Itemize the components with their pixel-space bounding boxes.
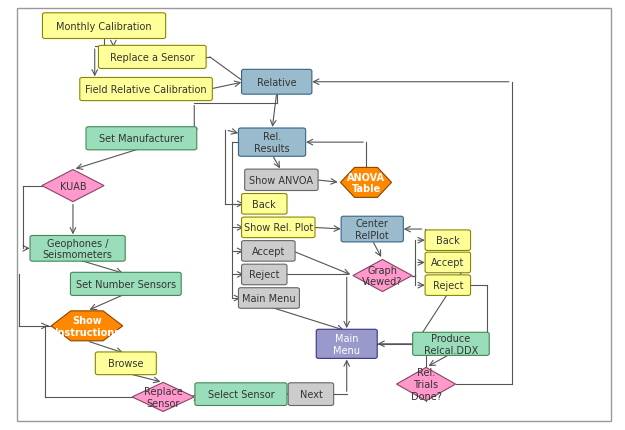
Text: ANOVA
Table: ANOVA Table xyxy=(347,172,385,194)
Text: Back: Back xyxy=(253,200,276,209)
FancyBboxPatch shape xyxy=(425,230,471,251)
Polygon shape xyxy=(396,368,456,401)
Text: Set Number Sensors: Set Number Sensors xyxy=(76,279,176,289)
FancyBboxPatch shape xyxy=(96,352,156,375)
FancyBboxPatch shape xyxy=(42,14,166,40)
Text: Reject: Reject xyxy=(249,270,279,280)
Polygon shape xyxy=(341,168,391,198)
Text: Reject: Reject xyxy=(432,280,463,291)
Text: KUAB: KUAB xyxy=(59,181,86,191)
FancyBboxPatch shape xyxy=(244,170,318,191)
Text: Main Menu: Main Menu xyxy=(242,293,296,303)
Text: Relative: Relative xyxy=(257,77,296,88)
Polygon shape xyxy=(51,311,122,341)
Text: Rel.
Results: Rel. Results xyxy=(254,132,290,154)
Polygon shape xyxy=(353,260,412,292)
Text: Main
Menu: Main Menu xyxy=(333,333,360,355)
FancyBboxPatch shape xyxy=(99,46,206,69)
FancyBboxPatch shape xyxy=(425,275,471,296)
Text: Replace a Sensor: Replace a Sensor xyxy=(110,53,194,63)
FancyBboxPatch shape xyxy=(242,194,287,215)
Text: Show
Instructions: Show Instructions xyxy=(54,315,120,337)
FancyBboxPatch shape xyxy=(288,383,334,405)
FancyBboxPatch shape xyxy=(316,329,378,359)
FancyBboxPatch shape xyxy=(242,241,295,261)
Polygon shape xyxy=(132,382,194,412)
Text: Field Relative Calibration: Field Relative Calibration xyxy=(85,85,207,95)
FancyBboxPatch shape xyxy=(239,129,306,157)
Text: Browse: Browse xyxy=(108,359,144,369)
Text: Show ANVOA: Show ANVOA xyxy=(249,175,313,185)
FancyBboxPatch shape xyxy=(195,383,287,405)
Text: Replace
Sensor: Replace Sensor xyxy=(144,386,182,408)
Text: Back: Back xyxy=(436,236,460,246)
Text: Produce
Relcal.DDX: Produce Relcal.DDX xyxy=(424,333,478,355)
Text: Set Manufacturer: Set Manufacturer xyxy=(99,134,184,144)
Text: Accept: Accept xyxy=(252,246,285,256)
Text: Center
RelPlot: Center RelPlot xyxy=(356,219,389,240)
FancyBboxPatch shape xyxy=(30,236,125,261)
Text: Graph
Viewed?: Graph Viewed? xyxy=(362,265,403,287)
FancyBboxPatch shape xyxy=(242,264,287,285)
FancyBboxPatch shape xyxy=(71,273,181,296)
Text: Rel.
Trials
Done?: Rel. Trials Done? xyxy=(411,368,441,401)
FancyBboxPatch shape xyxy=(86,127,197,150)
FancyBboxPatch shape xyxy=(425,252,471,273)
Text: Show Rel. Plot: Show Rel. Plot xyxy=(244,223,313,233)
Text: Select Sensor: Select Sensor xyxy=(208,389,274,399)
Text: Monthly Calibration: Monthly Calibration xyxy=(56,22,152,31)
Text: Geophones /
Seismometers: Geophones / Seismometers xyxy=(42,238,112,260)
FancyBboxPatch shape xyxy=(242,218,315,238)
FancyBboxPatch shape xyxy=(239,288,299,309)
FancyBboxPatch shape xyxy=(80,78,212,101)
FancyBboxPatch shape xyxy=(341,217,403,243)
Polygon shape xyxy=(42,170,104,202)
FancyBboxPatch shape xyxy=(242,70,312,95)
Text: Next: Next xyxy=(299,389,322,399)
FancyBboxPatch shape xyxy=(412,332,489,356)
Text: Accept: Accept xyxy=(431,258,464,268)
